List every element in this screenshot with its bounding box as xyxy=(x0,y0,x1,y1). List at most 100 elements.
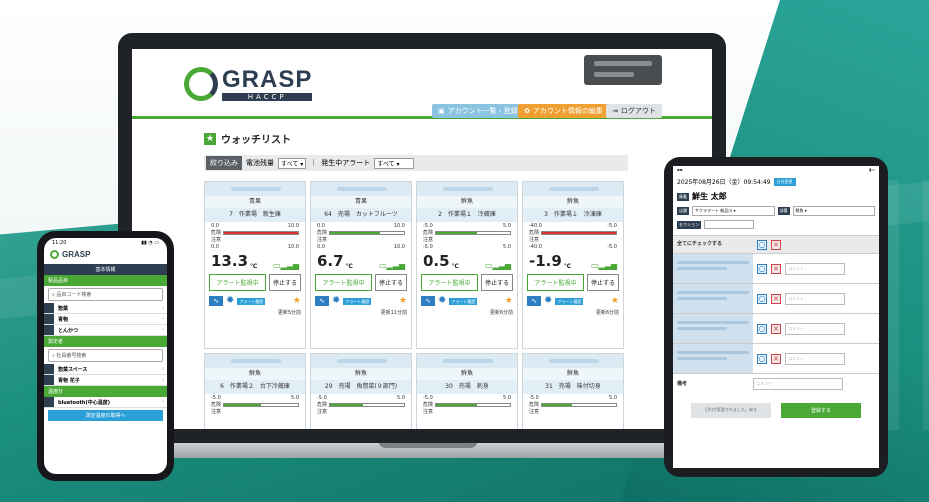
card-range: -5.0 5.0 xyxy=(529,395,617,401)
watch-card[interactable]: 鮮魚 30 売場 刺身 -5.0 5.0 危険 注意 xyxy=(416,353,518,429)
alert-history-button[interactable]: アラート履歴 xyxy=(449,297,478,305)
battery-filter-select[interactable]: すべて ▾ xyxy=(278,157,307,169)
star-icon[interactable]: ★ xyxy=(504,296,513,306)
watch-card[interactable]: 鮮魚 3 作業場１ 冷凍庫 -40.0 -5.0 危険 注意 -40.0 -5.0 -1.9 ℃ ▭… xyxy=(522,181,624,349)
list-item[interactable]: 惣菜スペース › xyxy=(44,364,167,375)
memo-input[interactable]: コメント xyxy=(753,377,843,390)
list-item[interactable]: bluetooth(中心温度) › xyxy=(44,397,167,408)
get-temperature-button[interactable]: 測定温度の取得へ xyxy=(48,410,163,421)
comment-input[interactable]: コメント xyxy=(785,352,845,365)
star-icon[interactable]: ★ xyxy=(610,296,619,306)
stop-button[interactable]: 停止する xyxy=(374,274,407,291)
grasp-logo[interactable]: GRASP HACCP xyxy=(184,65,313,101)
page-title: ★ ウォッチリスト xyxy=(204,132,291,146)
app-header: GRASP HACCP ▣ アカウント一覧・登録 ✿ アカウント情報の編集 ⇥ ログア… xyxy=(132,49,712,119)
account-edit-button[interactable]: ✿ アカウント情報の編集 xyxy=(518,104,609,118)
comment-input[interactable]: コメント xyxy=(785,292,845,305)
star-icon[interactable]: ★ xyxy=(292,296,301,306)
watch-card[interactable]: 鮮魚 31 売場 味付切身 -5.0 5.0 危険 注意 xyxy=(522,353,624,429)
card-updated: 更新6分前 xyxy=(489,310,513,316)
account-info-box xyxy=(584,55,662,85)
chart-icon[interactable]: ∿ xyxy=(421,296,435,306)
card-store-name xyxy=(205,354,305,368)
battery-signal-icon: ▭▂▃▅ xyxy=(590,261,617,270)
card-temperature: 13.3 ℃ ▭▂▃▅ xyxy=(211,252,299,270)
battery-filter-label: 電池残量 xyxy=(246,159,274,167)
ng-button[interactable]: × xyxy=(771,293,781,304)
card-location: 29 売場 魚惣菜(９部門) xyxy=(311,380,411,394)
tablet-status-bar: ▪▪ ▮▭ xyxy=(677,167,875,172)
submit-button[interactable]: 登録する xyxy=(781,403,861,418)
comment-input[interactable]: コメント xyxy=(785,322,845,335)
alert-monitor-button[interactable]: アラート監視中 xyxy=(421,274,478,291)
stop-button[interactable]: 停止する xyxy=(586,274,619,291)
account-list-button[interactable]: ▣ アカウント一覧・登録 xyxy=(432,104,524,118)
comment-input[interactable]: コメント xyxy=(785,262,845,275)
gear-icon[interactable]: ✹ xyxy=(332,295,341,306)
list-item[interactable]: 青物 花子 › xyxy=(44,375,167,386)
watch-card[interactable]: 鮮魚 6 作業場２ 台下冷蔵庫 -5.0 5.0 危険 注意 xyxy=(204,353,306,429)
card-caution-row: 注意 xyxy=(211,409,222,415)
logout-icon: ⇥ xyxy=(612,107,618,115)
alert-history-button[interactable]: アラート履歴 xyxy=(343,297,372,305)
user-name: 氏名 鮮生 太郎 xyxy=(677,192,727,201)
stop-button[interactable]: 停止する xyxy=(480,274,513,291)
back-button[interactable]: 日付が変更されました。戻る xyxy=(691,403,771,418)
date-change-badge[interactable]: 日付変更 xyxy=(773,177,796,186)
section-select[interactable] xyxy=(704,220,754,229)
ok-button[interactable]: ○ xyxy=(757,323,767,334)
card-danger-row: 危険 xyxy=(417,401,517,408)
laptop: GRASP HACCP ▣ アカウント一覧・登録 ✿ アカウント情報の編集 ⇥ ログア… xyxy=(118,33,726,443)
chart-icon[interactable]: ∿ xyxy=(209,296,223,306)
watch-card[interactable]: 鮮魚 29 売場 魚惣菜(９部門) -5.0 5.0 危険 注意 xyxy=(310,353,412,429)
gear-icon[interactable]: ✹ xyxy=(438,295,447,306)
ok-button[interactable]: ○ xyxy=(757,263,767,274)
card-updated: 更新6分前 xyxy=(595,310,619,316)
card-category: 鮮魚 xyxy=(205,368,305,380)
watch-card[interactable]: 鮮魚 2 作業場１ 冷蔵庫 -5.0 5.0 危険 注意 -5.0 5.0 0.5 ℃ ▭▂▃▅ アラ… xyxy=(416,181,518,349)
battery-signal-icon: ▭▂▃▅ xyxy=(272,261,299,270)
list-item[interactable]: とんかつ › xyxy=(44,325,167,336)
product-search-input[interactable]: ⌕ 品目コード検索 xyxy=(48,288,163,301)
check-all-ok-button[interactable]: ○ xyxy=(757,239,767,250)
gear-icon[interactable]: ✹ xyxy=(226,295,235,306)
ng-button[interactable]: × xyxy=(771,353,781,364)
alert-monitor-button[interactable]: アラート監視中 xyxy=(209,274,266,291)
employee-search-input[interactable]: ⌕ 社員番号検索 xyxy=(48,349,163,362)
star-icon[interactable]: ★ xyxy=(398,296,407,306)
alert-monitor-button[interactable]: アラート監視中 xyxy=(315,274,372,291)
card-category: 鮮魚 xyxy=(311,368,411,380)
tablet: ▪▪ ▮▭ 2025年08月26日（金）09:54:49 日付変更 氏名 鮮生 太郎 … xyxy=(664,157,888,477)
battery-signal-icon: ▭▂▃▅ xyxy=(484,261,511,270)
ng-button[interactable]: × xyxy=(771,323,781,334)
section-row: セクション xyxy=(673,218,879,231)
stop-button[interactable]: 停止する xyxy=(268,274,301,291)
phone-logo: GRASP xyxy=(44,248,167,261)
alert-history-button[interactable]: アラート履歴 xyxy=(237,297,266,305)
card-danger-row: 危険 xyxy=(523,401,623,408)
store-select[interactable]: サクラマート 新品川 ▾ xyxy=(692,206,775,216)
list-item[interactable]: 惣菜 › xyxy=(44,303,167,314)
card-temperature: 6.7 ℃ ▭▂▃▅ xyxy=(317,252,405,270)
dept-select[interactable]: 鮮魚 ▾ xyxy=(792,206,875,216)
ng-button[interactable]: × xyxy=(771,263,781,274)
alert-monitor-button[interactable]: アラート監視中 xyxy=(527,274,584,291)
watch-card[interactable]: 青果 64 売場 カットフルーツ 0.0 10.0 危険 注意 0.0 10.0 6.7 ℃ ▭▂▃… xyxy=(310,181,412,349)
check-all-ng-button[interactable]: × xyxy=(771,239,781,250)
logout-button[interactable]: ⇥ ログアウト xyxy=(606,104,662,118)
gear-icon[interactable]: ✹ xyxy=(544,295,553,306)
phone-header: 基本情報 xyxy=(44,264,167,275)
watch-card[interactable]: 青果 7 作業場 新生庫 0.0 10.0 危険 注意 0.0 10.0 13.3 ℃ ▭▂▃▅ アラ… xyxy=(204,181,306,349)
check-item-row: ○ × コメント xyxy=(673,283,879,313)
logo-word: GRASP xyxy=(222,65,313,93)
alert-filter-select[interactable]: すべて ▾ xyxy=(374,157,415,169)
chart-icon[interactable]: ∿ xyxy=(527,296,541,306)
star-icon: ★ xyxy=(204,132,216,145)
list-item[interactable]: 青物 › xyxy=(44,314,167,325)
chart-icon[interactable]: ∿ xyxy=(315,296,329,306)
ok-button[interactable]: ○ xyxy=(757,293,767,304)
laptop-screen: GRASP HACCP ▣ アカウント一覧・登録 ✿ アカウント情報の編集 ⇥ ログア… xyxy=(132,49,712,429)
grasp-logo-icon xyxy=(184,67,218,101)
ok-button[interactable]: ○ xyxy=(757,353,767,364)
alert-history-button[interactable]: アラート履歴 xyxy=(555,297,584,305)
